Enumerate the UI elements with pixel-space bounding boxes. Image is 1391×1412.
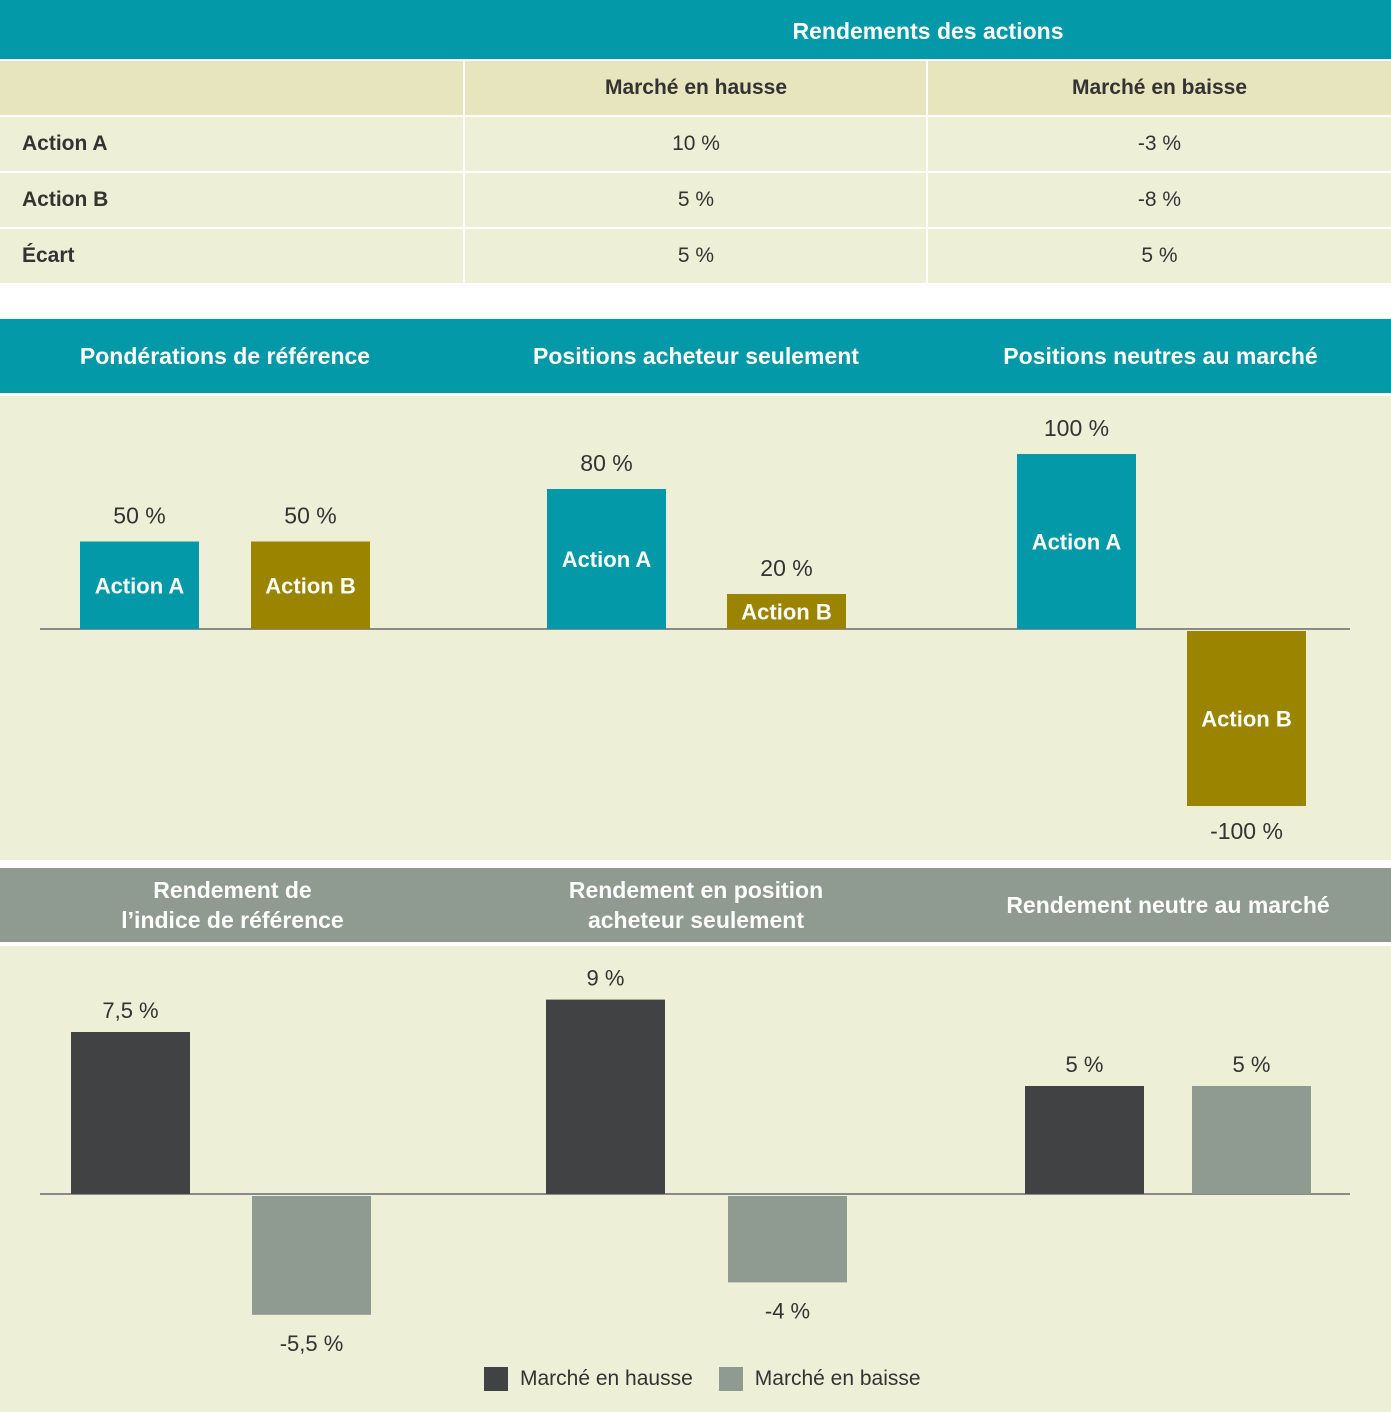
weights-title-market-neutral: Positions neutres au marché bbox=[1003, 343, 1318, 369]
table-row: Action B 5 % -8 % bbox=[0, 173, 1391, 227]
row-label: Action B bbox=[22, 188, 109, 211]
weight-value-label: 80 % bbox=[580, 450, 632, 476]
weight-value-label: 100 % bbox=[1044, 415, 1109, 441]
returns-title-benchmark: Rendement de l’indice de référence bbox=[121, 877, 344, 933]
column-header-down: Marché en baisse bbox=[1071, 76, 1248, 99]
legend-swatch-down bbox=[718, 1367, 743, 1391]
legend-label-up: Marché en hausse bbox=[520, 1367, 693, 1390]
return-value-label: 7,5 % bbox=[102, 998, 158, 1023]
cell-down: 5 % bbox=[1141, 244, 1178, 267]
legend: Marché en hausse Marché en baisse bbox=[484, 1365, 947, 1393]
weight-bar-action-b bbox=[251, 541, 370, 629]
returns-title-market-neutral: Rendement neutre au marché bbox=[1006, 892, 1330, 918]
cell-up: 5 % bbox=[677, 244, 715, 267]
weight-bar-action-b bbox=[1187, 631, 1306, 806]
table-row: Écart 5 % 5 % bbox=[0, 229, 1391, 283]
return-bar-market-down bbox=[252, 1196, 371, 1315]
weight-bar-action-a bbox=[80, 541, 199, 629]
column-divider bbox=[463, 117, 465, 171]
cell-up: 5 % bbox=[677, 188, 715, 211]
weight-bar-label: Action A bbox=[1032, 530, 1122, 555]
column-header-up: Marché en hausse bbox=[604, 76, 788, 99]
returns-panel bbox=[0, 946, 1391, 1412]
return-value-label: -4 % bbox=[765, 1298, 810, 1323]
column-divider bbox=[926, 117, 928, 171]
return-bar-market-up bbox=[1025, 1086, 1144, 1194]
weights-title-bar bbox=[0, 319, 1391, 393]
column-divider bbox=[926, 173, 928, 227]
cell-up: 10 % bbox=[672, 132, 720, 155]
column-divider bbox=[926, 61, 928, 115]
return-value-label: 5 % bbox=[1233, 1052, 1271, 1077]
weight-bar-action-b bbox=[727, 594, 846, 629]
legend-swatch-up bbox=[484, 1367, 508, 1391]
weight-bar-label: Action B bbox=[741, 600, 831, 625]
column-divider bbox=[463, 229, 465, 283]
returns-title-long-only: Rendement en position acheteur seulement bbox=[568, 877, 824, 933]
weight-bar-action-a bbox=[1017, 454, 1136, 629]
return-value-label: 9 % bbox=[587, 966, 625, 991]
row-label: Écart bbox=[22, 244, 75, 267]
weight-bar-label: Action B bbox=[265, 573, 355, 598]
row-label: Action A bbox=[22, 132, 108, 155]
returns-title-bar bbox=[0, 868, 1391, 942]
return-bar-market-up bbox=[546, 999, 665, 1194]
column-divider bbox=[463, 61, 465, 115]
return-bar-market-up bbox=[71, 1032, 190, 1194]
table-title: Rendements des actions bbox=[792, 18, 1064, 44]
return-bar-market-down bbox=[1192, 1086, 1311, 1194]
weights-title-long-only: Positions acheteur seulement bbox=[533, 343, 859, 369]
weight-bar-label: Action A bbox=[562, 547, 652, 572]
weight-bar-action-a bbox=[547, 489, 666, 629]
weight-value-label: 50 % bbox=[113, 503, 165, 529]
weight-bar-label: Action A bbox=[95, 573, 185, 598]
column-divider bbox=[926, 229, 928, 283]
table-header-row: Marché en hausse Marché en baisse bbox=[0, 61, 1391, 115]
weight-value-label: 20 % bbox=[760, 555, 812, 581]
legend-label-down: Marché en baisse bbox=[754, 1367, 921, 1390]
weight-value-label: -100 % bbox=[1210, 818, 1283, 844]
return-value-label: -5,5 % bbox=[280, 1331, 344, 1356]
cell-down: -3 % bbox=[1137, 132, 1182, 155]
weight-bar-label: Action B bbox=[1201, 707, 1291, 732]
return-bar-market-down bbox=[728, 1196, 847, 1283]
weight-value-label: 50 % bbox=[284, 503, 336, 529]
return-value-label: 5 % bbox=[1066, 1052, 1104, 1077]
table-title-bar bbox=[0, 0, 1391, 59]
weights-title-benchmark: Pondérations de référence bbox=[79, 343, 371, 369]
table-row: Action A 10 % -3 % bbox=[0, 117, 1391, 171]
cell-down: -8 % bbox=[1137, 188, 1182, 211]
column-divider bbox=[463, 173, 465, 227]
